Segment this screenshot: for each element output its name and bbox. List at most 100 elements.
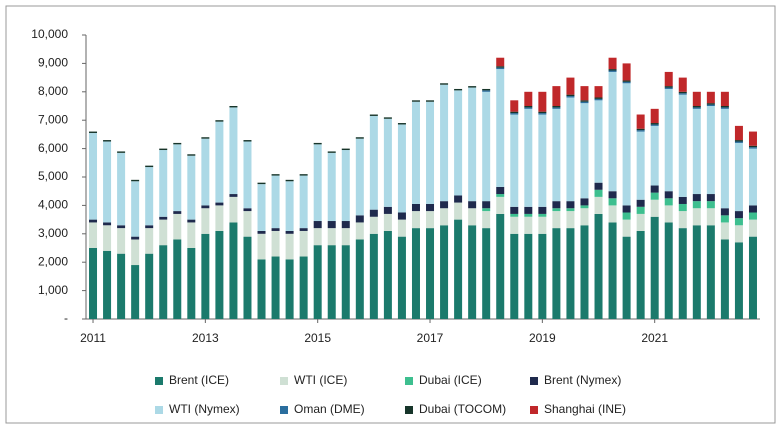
bar-segment [496, 69, 505, 187]
bar-segment [355, 215, 364, 223]
bar-segment [426, 101, 435, 204]
legend-swatch [405, 406, 413, 414]
bar-segment [341, 228, 350, 246]
bar-segment [159, 245, 168, 319]
bar-segment [454, 219, 463, 319]
bar-segment [341, 221, 350, 229]
bar-segment [215, 205, 224, 231]
bar-segment [538, 216, 547, 234]
bar-segment [706, 194, 715, 202]
bar-segment [510, 100, 519, 112]
bar-segment [622, 236, 631, 319]
bar-segment [552, 106, 561, 108]
bar-segment [103, 222, 112, 226]
bar-segment [229, 196, 238, 223]
bar-segment [355, 137, 364, 139]
bar-segment [89, 222, 98, 248]
legend-swatch [155, 377, 163, 385]
bar-segment [131, 236, 140, 240]
bar-segment [482, 91, 491, 202]
bar-segment [468, 208, 477, 226]
bar-segment [482, 208, 491, 212]
bar-segment [650, 125, 659, 186]
bar-segment [538, 206, 547, 214]
bar-segment [608, 198, 617, 206]
bar-segment [103, 141, 112, 223]
y-tick-label: 1,000 [38, 283, 68, 297]
y-tick-label: 7,000 [38, 112, 68, 126]
bar-segment [257, 230, 266, 234]
bar-segment [594, 189, 603, 197]
bar-segment [622, 212, 631, 220]
bar-segment [650, 124, 659, 126]
bar-segment [594, 213, 603, 319]
bar-segment [566, 77, 575, 95]
bar-segment [285, 179, 294, 182]
y-tick-label: 6,000 [38, 141, 68, 155]
legend-swatch [155, 406, 163, 414]
bar-segment [243, 140, 252, 142]
bar-segment [734, 218, 743, 226]
bar-segment [678, 228, 687, 319]
bar-segment [748, 205, 757, 213]
bar-segment [608, 57, 617, 70]
bar-segment [678, 203, 687, 212]
bar-segment [720, 239, 729, 319]
bar-segment [187, 155, 196, 220]
bar-segment [369, 233, 378, 319]
bar-segment [524, 233, 533, 319]
bar-segment [748, 131, 757, 146]
bar-segment [566, 201, 575, 209]
bar-segment [566, 96, 575, 98]
bar-segment [229, 106, 238, 108]
bar-segment [243, 211, 252, 237]
legend-label: WTI (ICE) [294, 373, 347, 387]
bar-segment [538, 113, 547, 115]
bar-segment [734, 211, 743, 219]
bar-segment [734, 225, 743, 243]
bar-segment [397, 236, 406, 319]
x-tick-label: 2019 [529, 331, 556, 345]
bar-segment [622, 219, 631, 237]
bar-segment [706, 208, 715, 226]
bar-segment [426, 211, 435, 229]
bar-segment [608, 70, 617, 72]
bar-segment [538, 114, 547, 207]
bar-segment [664, 88, 673, 192]
bar-segment [608, 222, 617, 319]
bar-segment [215, 121, 224, 203]
bar-segment [229, 222, 238, 319]
bar-segment [355, 222, 364, 240]
bar-segment [678, 93, 687, 95]
bar-segment [552, 228, 561, 319]
bar-segment [411, 203, 420, 212]
bar-segment [454, 90, 463, 196]
bar-segment [720, 215, 729, 223]
bar-segment [538, 233, 547, 319]
bar-segment [468, 201, 477, 209]
bar-segment [622, 83, 631, 206]
bar-segment [117, 151, 126, 153]
y-tick-label: 2,000 [38, 254, 68, 268]
bar-segment [636, 199, 645, 207]
bar-segment [243, 208, 252, 212]
bar-segment [285, 259, 294, 319]
bar-segment [622, 205, 631, 213]
bar-segment [271, 230, 280, 257]
bar-segment [692, 106, 701, 108]
x-tick-label: 2021 [641, 331, 668, 345]
bar-segment [103, 250, 112, 319]
bar-segment [426, 100, 435, 102]
bar-segment [440, 208, 449, 226]
bar-segment [285, 181, 294, 231]
bar-segment [173, 142, 182, 145]
bar-segment [117, 152, 126, 226]
bar-segment [103, 140, 112, 142]
bar-segment [440, 83, 449, 85]
bar-segment [594, 182, 603, 190]
bar-segment [720, 222, 729, 240]
bar-segment [580, 86, 589, 101]
bar-segment [117, 228, 126, 254]
bar-segment [552, 108, 561, 202]
bar-segment [552, 86, 561, 106]
